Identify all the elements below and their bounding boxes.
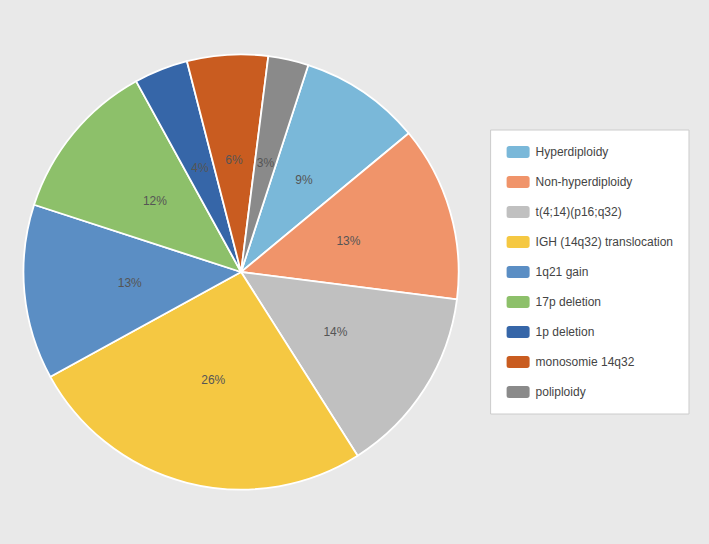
svg-text:4%: 4% xyxy=(191,161,209,175)
svg-text:IGH (14q32) translocation: IGH (14q32) translocation xyxy=(536,235,673,249)
svg-text:1p deletion: 1p deletion xyxy=(536,325,595,339)
svg-text:3%: 3% xyxy=(257,156,275,170)
svg-text:6%: 6% xyxy=(225,153,243,167)
svg-text:14%: 14% xyxy=(323,325,347,339)
svg-text:9%: 9% xyxy=(295,173,313,187)
svg-text:13%: 13% xyxy=(118,276,142,290)
svg-text:t(4;14)(p16;q32): t(4;14)(p16;q32) xyxy=(536,205,622,219)
svg-text:poliploidy: poliploidy xyxy=(536,385,586,399)
svg-text:12%: 12% xyxy=(143,194,167,208)
svg-text:1q21 gain: 1q21 gain xyxy=(536,265,589,279)
svg-text:17p deletion: 17p deletion xyxy=(536,295,601,309)
svg-text:monosomie 14q32: monosomie 14q32 xyxy=(536,355,635,369)
svg-text:Hyperdiploidy: Hyperdiploidy xyxy=(536,145,609,159)
svg-text:26%: 26% xyxy=(201,373,225,387)
svg-text:13%: 13% xyxy=(336,234,360,248)
svg-text:Non-hyperdiploidy: Non-hyperdiploidy xyxy=(536,175,633,189)
